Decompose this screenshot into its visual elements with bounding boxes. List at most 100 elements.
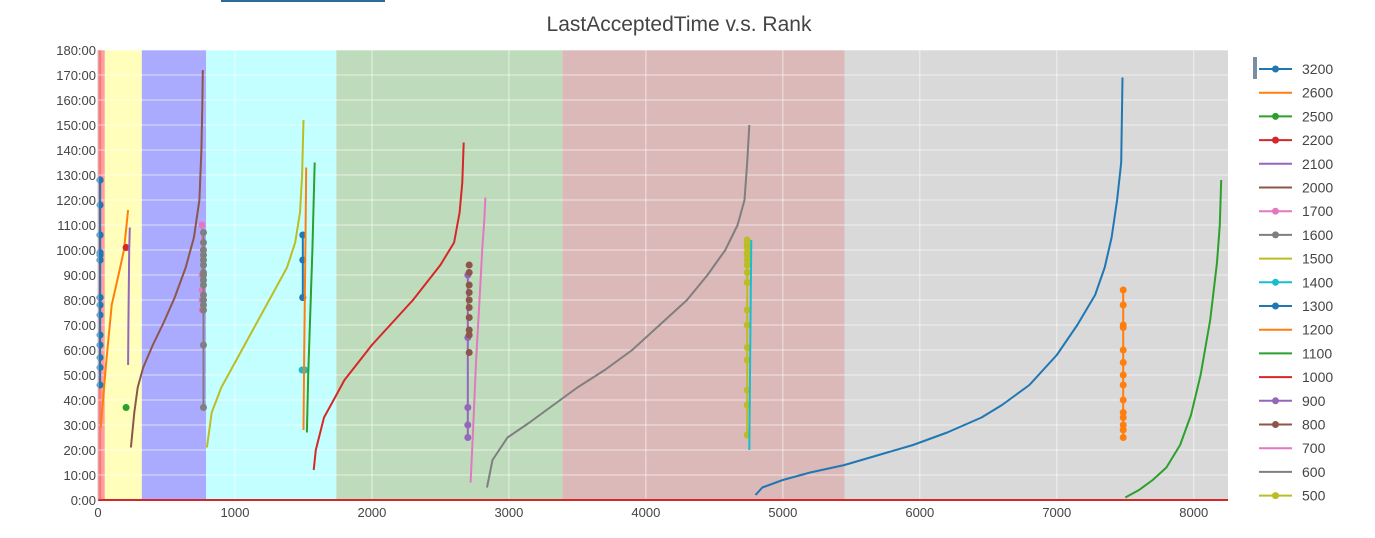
legend-label: 2100 xyxy=(1302,156,1333,172)
legend-item-2200[interactable]: 2200 xyxy=(1259,132,1333,148)
data-point xyxy=(466,289,473,296)
data-point xyxy=(744,279,751,286)
legend-scrollbar[interactable] xyxy=(1253,57,1257,79)
data-point xyxy=(1120,347,1127,354)
data-point xyxy=(466,349,473,356)
y-tick-label: 170:00 xyxy=(56,68,96,83)
legend-label: 1000 xyxy=(1302,369,1333,385)
y-tick-label: 60:00 xyxy=(63,343,96,358)
legend-item-1200[interactable]: 1200 xyxy=(1259,322,1333,338)
y-tick-label: 50:00 xyxy=(63,368,96,383)
legend-item-1700[interactable]: 1700 xyxy=(1259,203,1333,219)
x-tick-label: 8000 xyxy=(1179,505,1208,520)
data-point xyxy=(1120,287,1127,294)
data-point xyxy=(1120,382,1127,389)
y-tick-label: 130:00 xyxy=(56,168,96,183)
y-tick-label: 90:00 xyxy=(63,268,96,283)
legend-item-3200[interactable]: 3200 xyxy=(1259,61,1333,77)
legend[interactable]: 3200 2600 2500 2200 2100 2000 1700 1600 1500 1400… xyxy=(1253,57,1333,504)
data-point xyxy=(1120,302,1127,309)
data-point xyxy=(200,404,207,411)
y-tick-label: 80:00 xyxy=(63,293,96,308)
legend-item-2500[interactable]: 2500 xyxy=(1259,108,1333,124)
y-tick-label: 140:00 xyxy=(56,143,96,158)
data-point xyxy=(200,247,207,254)
legend-item-500[interactable]: 500 xyxy=(1259,488,1326,504)
legend-item-600[interactable]: 600 xyxy=(1259,464,1326,480)
y-tick-label: 20:00 xyxy=(63,443,96,458)
y-tick-label: 180:00 xyxy=(56,43,96,58)
chart-title: LastAcceptedTime v.s. Rank xyxy=(547,13,812,36)
data-point xyxy=(744,269,751,276)
y-tick-label: 160:00 xyxy=(56,93,96,108)
legend-label: 2000 xyxy=(1302,180,1333,196)
x-tick-label: 3000 xyxy=(494,505,523,520)
data-point xyxy=(200,229,207,236)
data-point xyxy=(1120,372,1127,379)
legend-label: 2600 xyxy=(1302,85,1333,101)
data-point xyxy=(464,434,471,441)
legend-label: 1300 xyxy=(1302,298,1333,314)
legend-swatch-marker xyxy=(1272,421,1279,428)
legend-item-900[interactable]: 900 xyxy=(1259,393,1326,409)
x-tick-label: 2000 xyxy=(357,505,386,520)
data-point xyxy=(466,262,473,269)
legend-label: 1200 xyxy=(1302,322,1333,338)
y-tick-label: 120:00 xyxy=(56,193,96,208)
data-point xyxy=(464,422,471,429)
legend-item-2000[interactable]: 2000 xyxy=(1259,180,1333,196)
data-point xyxy=(1120,322,1127,329)
legend-swatch-marker xyxy=(1272,397,1279,404)
y-tick-label: 40:00 xyxy=(63,393,96,408)
x-tick-label: 6000 xyxy=(905,505,934,520)
legend-item-2600[interactable]: 2600 xyxy=(1259,85,1333,101)
data-point xyxy=(199,222,206,229)
legend-item-1400[interactable]: 1400 xyxy=(1259,274,1333,290)
legend-item-1100[interactable]: 1100 xyxy=(1259,345,1332,361)
legend-label: 600 xyxy=(1302,464,1326,480)
y-tick-label: 10:00 xyxy=(63,468,96,483)
legend-item-800[interactable]: 800 xyxy=(1259,417,1326,433)
data-point xyxy=(466,282,473,289)
data-point xyxy=(466,269,473,276)
legend-label: 2200 xyxy=(1302,132,1333,148)
y-tick-label: 0:00 xyxy=(71,493,96,508)
legend-label: 900 xyxy=(1302,393,1326,409)
data-point xyxy=(744,237,751,244)
legend-swatch-marker xyxy=(1272,66,1279,73)
data-point xyxy=(123,404,130,411)
legend-swatch-marker xyxy=(1272,113,1279,120)
data-point xyxy=(1120,422,1127,429)
data-point xyxy=(466,304,473,311)
x-tick-label: 5000 xyxy=(768,505,797,520)
data-point xyxy=(466,314,473,321)
legend-label: 1400 xyxy=(1302,274,1333,290)
legend-item-700[interactable]: 700 xyxy=(1259,440,1326,456)
data-point xyxy=(1120,359,1127,366)
x-tick-label: 7000 xyxy=(1042,505,1071,520)
legend-item-1600[interactable]: 1600 xyxy=(1259,227,1333,243)
data-point xyxy=(200,269,207,276)
data-point xyxy=(466,327,473,334)
legend-label: 1500 xyxy=(1302,251,1333,267)
legend-label: 2500 xyxy=(1302,108,1333,124)
legend-label: 3200 xyxy=(1302,61,1333,77)
legend-item-1300[interactable]: 1300 xyxy=(1259,298,1333,314)
legend-item-1000[interactable]: 1000 xyxy=(1259,369,1333,385)
y-tick-label: 70:00 xyxy=(63,318,96,333)
data-point xyxy=(200,292,207,299)
data-point xyxy=(466,297,473,304)
legend-item-2100[interactable]: 2100 xyxy=(1259,156,1333,172)
legend-item-1500[interactable]: 1500 xyxy=(1259,251,1333,267)
data-point xyxy=(200,239,207,246)
y-tick-label: 30:00 xyxy=(63,418,96,433)
legend-swatch-marker xyxy=(1272,137,1279,144)
legend-label: 1600 xyxy=(1302,227,1333,243)
series-2500 xyxy=(123,404,130,411)
data-point xyxy=(200,342,207,349)
legend-label: 700 xyxy=(1302,440,1326,456)
y-tick-label: 100:00 xyxy=(56,243,96,258)
legend-label: 500 xyxy=(1302,488,1326,504)
legend-label: 1700 xyxy=(1302,203,1333,219)
